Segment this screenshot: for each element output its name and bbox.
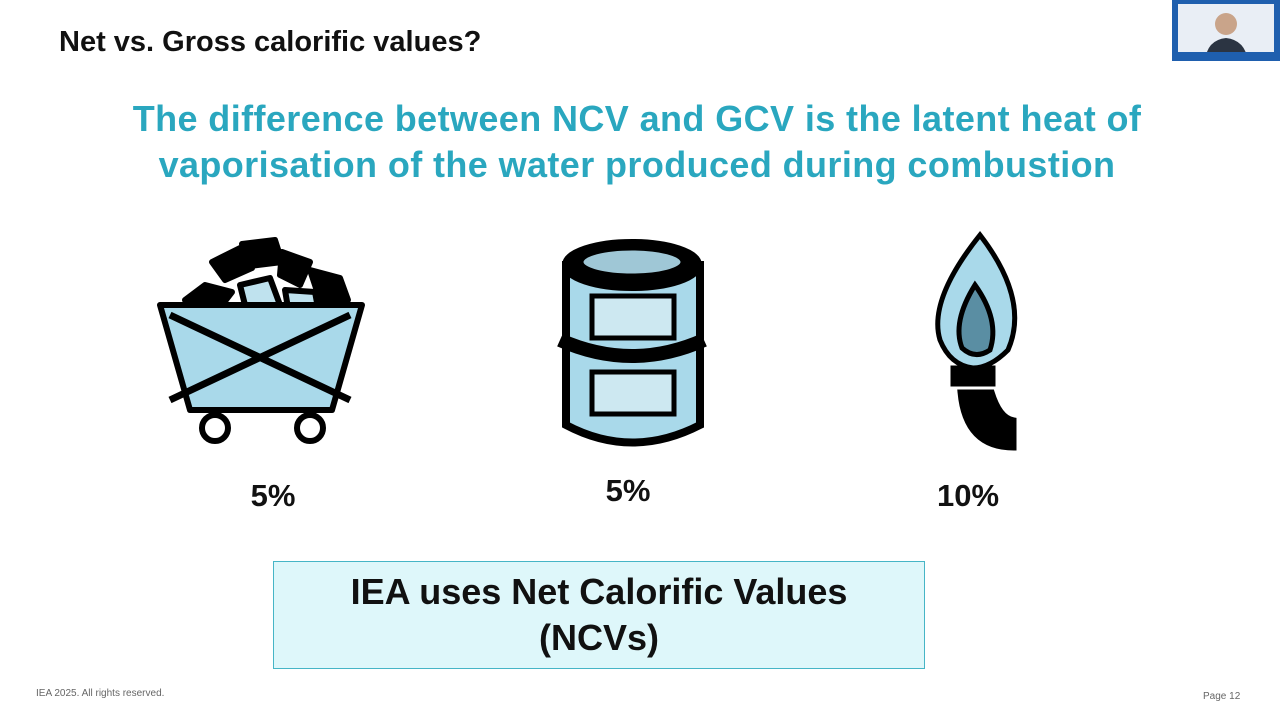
subtitle: The difference between NCV and GCV is th… (132, 98, 1142, 185)
percentage-label: 10% (936, 478, 1000, 513)
footer-page: Page 12 (1203, 691, 1241, 702)
webcam-inset (1172, 0, 1280, 61)
gas-flame-icon (935, 230, 1018, 451)
percentage-label: 5% (605, 473, 651, 508)
oil-barrel-icon (557, 239, 707, 447)
slide-title: Net vs. Gross calorific values? (59, 26, 482, 58)
coal-cart-icon (157, 237, 365, 444)
percentage-label: 5% (250, 478, 296, 513)
footer-copyright: IEA 2025. All rights reserved. (36, 688, 165, 699)
callout-text: IEA uses Net Calorific Values (NCVs) (350, 571, 848, 658)
callout-box: IEA uses Net Calorific Values (NCVs) (273, 561, 925, 669)
